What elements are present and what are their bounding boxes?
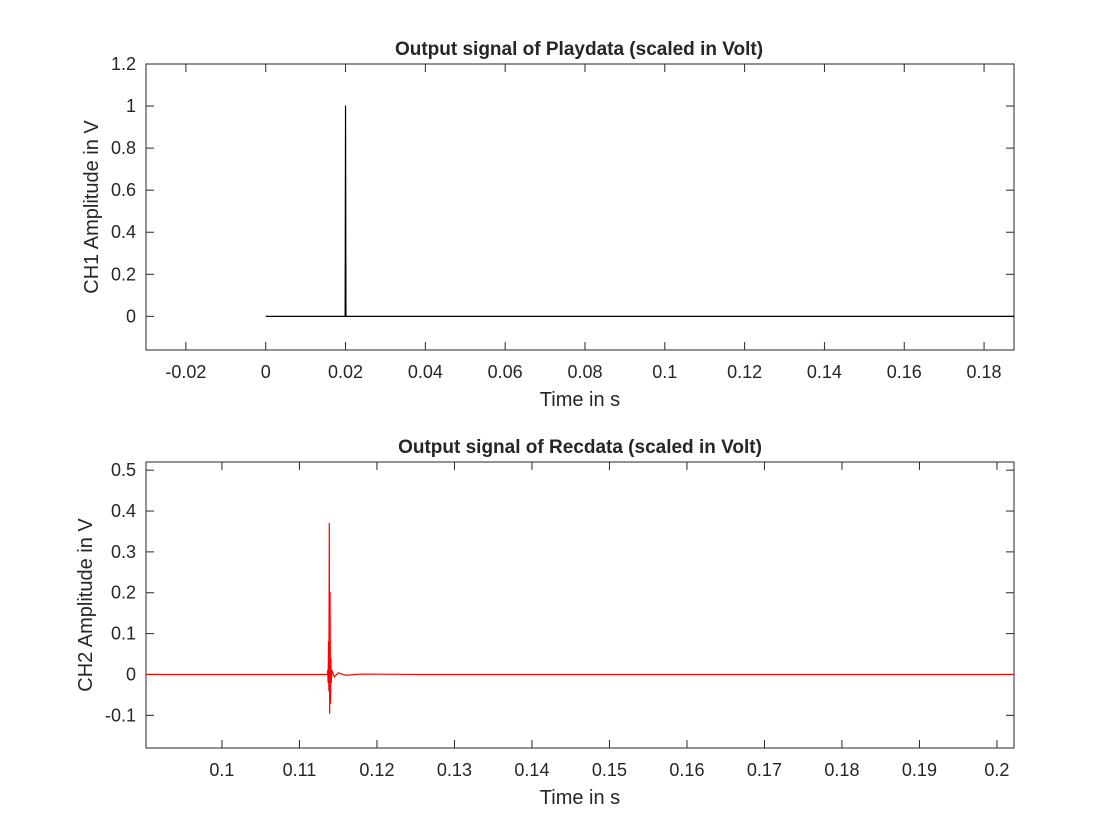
- recdata-y-ticks: -0.1 0 0.1 0.2 0.3 0.4 0.5: [105, 460, 1014, 725]
- playdata-plot-area: [145, 63, 1015, 351]
- playdata-y-tick-label: 1.2: [111, 54, 136, 74]
- playdata-y-tick-label: 0.2: [111, 264, 136, 284]
- playdata-y-tick-label: 0.6: [111, 180, 136, 200]
- playdata-series-line: [265, 105, 1014, 317]
- recdata-x-tick-label: 0.19: [902, 760, 937, 780]
- playdata-x-tick-label: 0.14: [807, 362, 842, 382]
- playdata-x-tick-label: -0.02: [165, 362, 206, 382]
- playdata-x-tick-label: 0.04: [408, 362, 443, 382]
- recdata-x-tick-label: 0.11: [283, 760, 317, 780]
- recdata-x-tick-label: 0.15: [592, 760, 627, 780]
- recdata-x-tick-label: 0.1: [209, 760, 234, 780]
- playdata-series: [265, 105, 1014, 317]
- recdata-series: [146, 522, 1014, 714]
- recdata-y-tick-label: 0: [126, 664, 136, 684]
- recdata-x-tick-label: 0.2: [984, 760, 1009, 780]
- recdata-y-axis-label: CH2 Amplitude in V: [75, 518, 97, 692]
- recdata-y-tick-label: 0.5: [111, 460, 136, 480]
- playdata-x-ticks: -0.02 0 0.02 0.04 0.06 0.08 0.1 0.12 0.14 0.16 0.1…: [165, 64, 1002, 382]
- playdata-x-tick-label: 0.1: [652, 362, 677, 382]
- playdata-x-tick-label: 0.08: [567, 362, 602, 382]
- recdata-x-tick-label: 0.17: [747, 760, 782, 780]
- recdata-y-tick-label: 0.1: [111, 624, 136, 644]
- playdata-y-tick-label: 0.4: [111, 222, 136, 242]
- recdata-y-tick-label: -0.1: [105, 705, 136, 725]
- playdata-x-tick-label: 0.16: [887, 362, 922, 382]
- playdata-y-tick-label: 1: [126, 96, 136, 116]
- playdata-y-tick-label: 0: [126, 306, 136, 326]
- recdata-x-tick-label: 0.12: [359, 760, 394, 780]
- recdata-x-tick-label: 0.18: [824, 760, 859, 780]
- playdata-y-ticks: 0 0.2 0.4 0.6 0.8 1 1.2: [111, 54, 1014, 326]
- recdata-axes: Output signal of Recdata (scaled in Volt…: [75, 437, 1015, 809]
- playdata-x-tick-label: 0: [261, 362, 271, 382]
- recdata-y-tick-label: 0.2: [111, 583, 136, 603]
- playdata-x-tick-label: 0.12: [727, 362, 762, 382]
- playdata-x-tick-label: 0.06: [488, 362, 523, 382]
- playdata-x-tick-label: 0.18: [967, 362, 1002, 382]
- playdata-x-axis-label: Time in s: [540, 389, 620, 411]
- playdata-y-axis-label: CH1 Amplitude in V: [81, 120, 103, 294]
- recdata-x-ticks: 0.1 0.11 0.12 0.13 0.14 0.15 0.16 0.17 0.18 0.19 0…: [209, 462, 1009, 780]
- recdata-y-tick-label: 0.4: [111, 501, 136, 521]
- playdata-chart-title: Output signal of Playdata (scaled in Vol…: [395, 39, 763, 60]
- recdata-series-line: [146, 522, 1014, 714]
- playdata-axes: Output signal of Playdata (scaled in Vol…: [81, 39, 1015, 411]
- recdata-x-tick-label: 0.14: [514, 760, 549, 780]
- playdata-y-tick-label: 0.8: [111, 138, 136, 158]
- recdata-chart-title: Output signal of Recdata (scaled in Volt…: [398, 437, 762, 458]
- recdata-y-tick-label: 0.3: [111, 542, 136, 562]
- playdata-x-tick-label: 0.02: [328, 362, 363, 382]
- recdata-x-axis-label: Time in s: [540, 787, 620, 809]
- recdata-x-tick-label: 0.13: [437, 760, 472, 780]
- recdata-plot-area: [145, 461, 1015, 749]
- recdata-x-tick-label: 0.16: [669, 760, 704, 780]
